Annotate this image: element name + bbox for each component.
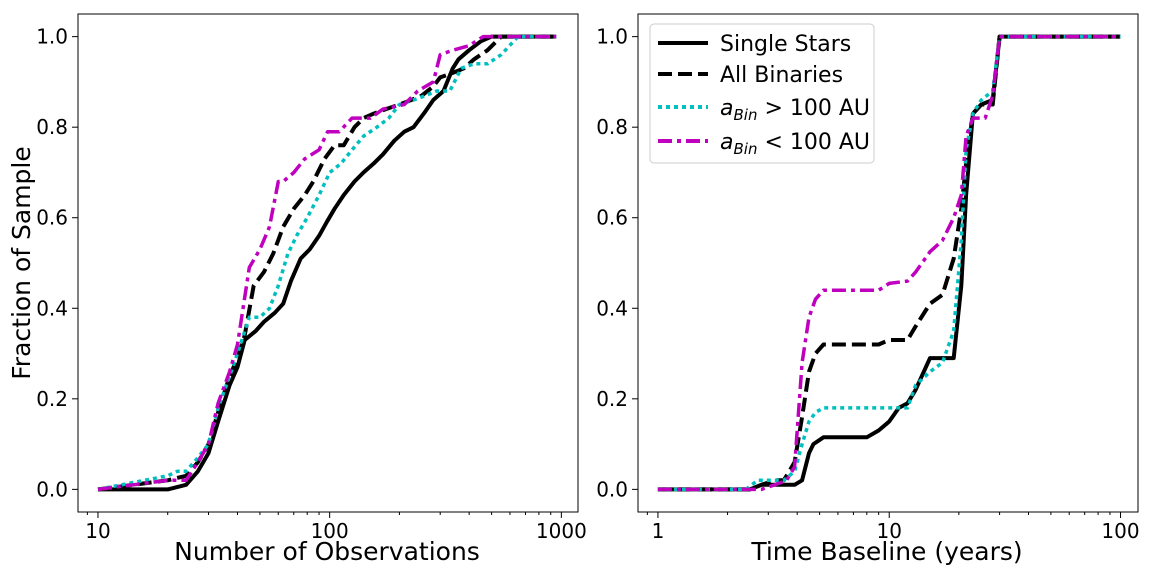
legend-label-single-stars: Single Stars — [720, 32, 851, 57]
left-y-tick-label: 0.0 — [36, 477, 68, 501]
left-x-tick-label: 10 — [85, 519, 110, 543]
left-series-all-binaries — [97, 34, 557, 492]
right-series-single-stars — [657, 34, 1121, 492]
legend-label-all-binaries: All Binaries — [720, 63, 843, 88]
right-series-abin-lt-100-au — [657, 34, 1121, 492]
left-series-abin-lt-100-au — [97, 34, 557, 492]
right-y-tick-label: 0.0 — [596, 477, 628, 501]
right-x-tick-label: 10 — [877, 519, 902, 543]
left-y-axis-label: Fraction of Sample — [7, 146, 36, 380]
right-y-tick-label: 1.0 — [596, 25, 628, 49]
left-x-tick-label: 100 — [311, 519, 349, 543]
left-y-tick-label: 0.4 — [36, 296, 68, 320]
legend-label-abin-lt-100: aBin < 100 AU — [720, 130, 870, 158]
right-y-tick-label: 0.6 — [596, 206, 628, 230]
legend: Single Stars All Binaries aBin > 100 AU … — [649, 23, 875, 164]
right-y-tick-label: 0.4 — [596, 296, 628, 320]
left-x-tick-label: 1000 — [536, 519, 587, 543]
left-y-tick-label: 1.0 — [36, 25, 68, 49]
right-series-group — [657, 34, 1121, 492]
right-x-axis-label: Time Baseline (years) — [750, 537, 1022, 566]
legend-frame — [649, 23, 875, 164]
right-x-tick-label: 100 — [1101, 519, 1139, 543]
right-y-tick-label: 0.8 — [596, 115, 628, 139]
left-panel: 0.0 0.2 0.4 0.6 0.8 1.0 10 100 1000 — [36, 13, 587, 543]
right-y-tick-label: 0.2 — [596, 387, 628, 411]
left-y-tick-label: 0.6 — [36, 206, 68, 230]
right-panel: 0.0 0.2 0.4 0.6 0.8 1.0 1 10 100 — [596, 13, 1140, 543]
left-axes-frame — [77, 13, 579, 513]
left-series-single-stars — [98, 34, 557, 492]
left-y-tick-label: 0.2 — [36, 387, 68, 411]
left-series-group — [97, 34, 557, 492]
left-series-abin-gt-100-au — [97, 34, 557, 492]
right-x-tick-label: 1 — [652, 519, 665, 543]
right-axes-frame — [637, 13, 1139, 513]
legend-label-abin-gt-100: aBin > 100 AU — [720, 96, 870, 124]
left-x-axis-label: Number of Observations — [174, 537, 480, 566]
left-y-tick-label: 0.8 — [36, 115, 68, 139]
